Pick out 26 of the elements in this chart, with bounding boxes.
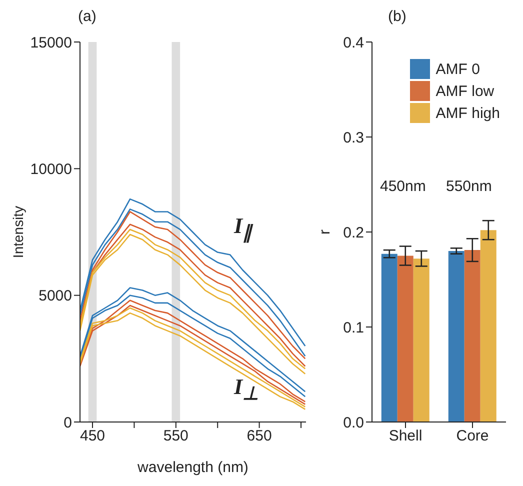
y-tick-label: 0.3 bbox=[343, 129, 364, 146]
y-tick-label: 0.0 bbox=[343, 414, 364, 432]
y-tick-label: 0.4 bbox=[343, 34, 364, 52]
x-tick-label: 450 bbox=[80, 428, 106, 445]
annotation: 450nm bbox=[380, 178, 426, 195]
x-tick-label: 650 bbox=[246, 428, 272, 445]
annotation: I$_{∥}$ bbox=[234, 213, 252, 244]
annotation: I$_{⊥}$ bbox=[234, 374, 259, 404]
y-tick-label: 5000 bbox=[38, 288, 72, 305]
chart-title: (b) bbox=[387, 8, 408, 27]
y-axis-title: r bbox=[316, 230, 334, 234]
y-tick-label: 10000 bbox=[30, 160, 72, 178]
y-tick-label: 0 bbox=[64, 414, 72, 432]
y-tick-label: 0.2 bbox=[343, 224, 364, 242]
y-axis-title: Intensity bbox=[10, 206, 26, 258]
y-tick-label: 15000 bbox=[30, 34, 72, 52]
x-tick-label: 550 bbox=[163, 428, 188, 445]
legend-label: AMF low bbox=[436, 82, 494, 100]
legend-label: AMF high bbox=[436, 104, 500, 122]
x-axis-title: wavelength (nm) bbox=[136, 459, 248, 476]
x-tick-label: Shell bbox=[388, 428, 422, 445]
annotation: 550nm bbox=[446, 178, 492, 195]
chart-title: (a) bbox=[77, 8, 98, 27]
y-tick-label: 0.1 bbox=[343, 319, 364, 336]
legend-label: AMF 0 bbox=[436, 60, 480, 78]
x-tick-label: Core bbox=[456, 428, 489, 445]
